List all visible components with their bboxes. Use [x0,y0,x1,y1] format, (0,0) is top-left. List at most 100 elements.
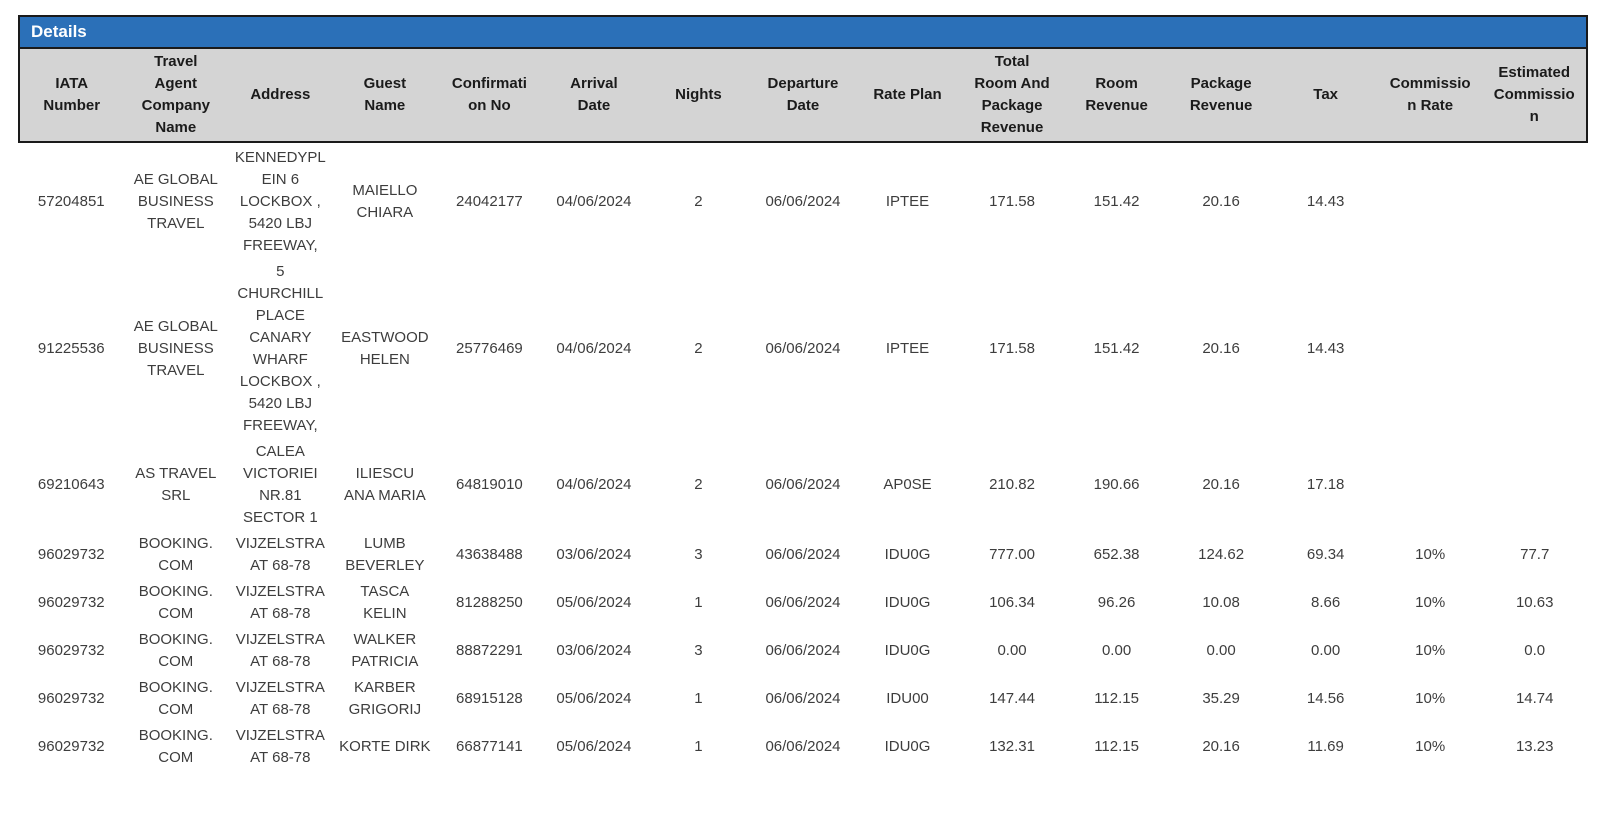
cell-arrival: 05/06/2024 [556,738,632,755]
column-header-departure: Departure Date [750,49,856,143]
cell-tax: 69.34 [1306,546,1345,563]
cell-total_revenue: 0.00 [997,642,1027,659]
column-header-confirmation: Confirmati on No [437,49,542,143]
cell-address: VIJZELSTRA AT 68-78 [235,583,325,622]
cell-agent: AE GLOBAL BUSINESS TRAVEL [133,171,218,232]
cell-arrival: 03/06/2024 [556,546,632,563]
cell-iata: 96029732 [37,594,105,611]
cell-estimated_commission: 0.0 [1524,642,1546,659]
cell-address: CALEA VICTORIEI NR.81 SECTOR 1 [242,443,318,526]
cell-tax: 14.43 [1306,193,1345,210]
cell-estimated_commission: 14.74 [1515,690,1554,707]
column-header-estimated_commission: Estimated Commissio n [1482,49,1588,143]
cell-package_revenue: 124.62 [1198,546,1245,563]
cell-iata: 96029732 [37,546,105,563]
cell-nights: 2 [694,476,703,493]
cell-agent: BOOKING. COM [138,583,213,622]
column-header-tax: Tax [1273,49,1378,143]
cell-total_revenue: 210.82 [989,476,1035,493]
cell-guest: MAIELLO CHIARA [352,182,418,221]
cell-rate_plan: IDU0G [884,642,931,659]
cell-rate_plan: IDU0G [884,738,931,755]
cell-commission_rate: 10% [1415,690,1446,707]
table-row: 96029732 BOOKING. COM VIJZELSTRA AT 68-78 K… [19,675,1587,723]
cell-guest: WALKER PATRICIA [351,631,419,670]
column-header-iata: IATA Number [18,49,124,143]
cell-departure: 06/06/2024 [765,476,841,493]
cell-address: VIJZELSTRA AT 68-78 [235,535,325,574]
cell-iata: 91225536 [37,340,105,357]
table-row: 91225536 AE GLOBAL BUSINESS TRAVEL 5 CHURC… [19,259,1587,439]
cell-tax: 14.43 [1306,340,1345,357]
cell-total_revenue: 171.58 [989,340,1035,357]
table-body: 57204851 AE GLOBAL BUSINESS TRAVEL KENNEDY… [19,142,1587,771]
cell-tax: 17.18 [1306,476,1345,493]
cell-departure: 06/06/2024 [765,738,841,755]
cell-iata: 96029732 [37,738,105,755]
cell-confirmation: 43638488 [456,546,523,563]
column-header-room_revenue: Room Revenue [1064,49,1169,143]
cell-room_revenue: 0.00 [1101,642,1132,659]
cell-address: KENNEDYPL EIN 6 LOCKBOX , 5420 LBJ FREEW… [234,149,326,254]
cell-departure: 06/06/2024 [765,193,841,210]
cell-address: VIJZELSTRA AT 68-78 [235,631,325,670]
cell-guest: KORTE DIRK [339,738,431,755]
cell-nights: 3 [694,546,703,563]
cell-address: 5 CHURCHILL PLACE CANARY WHARF LOCKBOX ,… [237,263,324,434]
column-header-agent: Travel Agent Company Name [123,49,229,143]
column-header-guest: Guest Name [332,49,438,143]
cell-guest: ILIESCU ANA MARIA [344,465,426,504]
cell-departure: 06/06/2024 [765,340,841,357]
table-row: 96029732 BOOKING. COM VIJZELSTRA AT 68-78 T… [19,579,1587,627]
cell-departure: 06/06/2024 [765,642,841,659]
cell-package_revenue: 10.08 [1202,594,1240,611]
cell-room_revenue: 652.38 [1093,546,1140,563]
column-header-total_revenue: Total Room And Package Revenue [959,49,1065,143]
cell-agent: BOOKING. COM [138,535,213,574]
cell-confirmation: 68915128 [456,690,523,707]
cell-address: VIJZELSTRA AT 68-78 [235,679,325,718]
column-header-nights: Nights [646,49,751,143]
cell-estimated_commission [1482,439,1587,531]
cell-package_revenue: 20.16 [1202,476,1240,493]
cell-confirmation: 25776469 [456,340,523,357]
cell-estimated_commission: 10.63 [1515,594,1554,611]
cell-total_revenue: 171.58 [989,193,1035,210]
cell-total_revenue: 147.44 [989,690,1035,707]
table-row: 96029732 BOOKING. COM VIJZELSTRA AT 68-78 K… [19,723,1587,771]
cell-commission_rate [1378,259,1483,439]
cell-estimated_commission [1482,142,1587,259]
cell-total_revenue: 132.31 [989,738,1035,755]
column-header-arrival: Arrival Date [541,49,647,143]
cell-total_revenue: 106.34 [989,594,1035,611]
cell-package_revenue: 0.00 [1206,642,1236,659]
cell-arrival: 05/06/2024 [556,594,632,611]
cell-agent: BOOKING. COM [138,727,213,766]
cell-nights: 3 [694,642,703,659]
cell-rate_plan: IPTEE [885,340,930,357]
cell-arrival: 03/06/2024 [556,642,632,659]
cell-room_revenue: 112.15 [1094,690,1139,707]
table-header-row: IATA Number Travel Agent Company Name Addr… [18,49,1588,143]
cell-arrival: 04/06/2024 [556,340,632,357]
cell-confirmation: 64819010 [456,476,523,493]
cell-total_revenue: 777.00 [989,546,1035,563]
cell-room_revenue: 112.15 [1094,738,1139,755]
cell-confirmation: 88872291 [456,642,523,659]
cell-room_revenue: 96.26 [1097,594,1136,611]
cell-arrival: 05/06/2024 [556,690,632,707]
cell-package_revenue: 20.16 [1202,193,1240,210]
cell-package_revenue: 20.16 [1202,340,1240,357]
cell-rate_plan: IDU00 [886,690,929,707]
cell-guest: TASCA KELIN [360,583,410,622]
cell-nights: 2 [694,340,703,357]
table-header: IATA Number Travel Agent Company Name Addr… [18,49,1588,143]
cell-package_revenue: 35.29 [1202,690,1240,707]
cell-nights: 1 [694,738,703,755]
cell-tax: 0.00 [1311,642,1341,659]
cell-arrival: 04/06/2024 [556,476,632,493]
details-table: IATA Number Travel Agent Company Name Addr… [18,49,1588,771]
cell-confirmation: 66877141 [456,738,523,755]
cell-nights: 2 [694,193,703,210]
cell-room_revenue: 151.42 [1093,193,1140,210]
